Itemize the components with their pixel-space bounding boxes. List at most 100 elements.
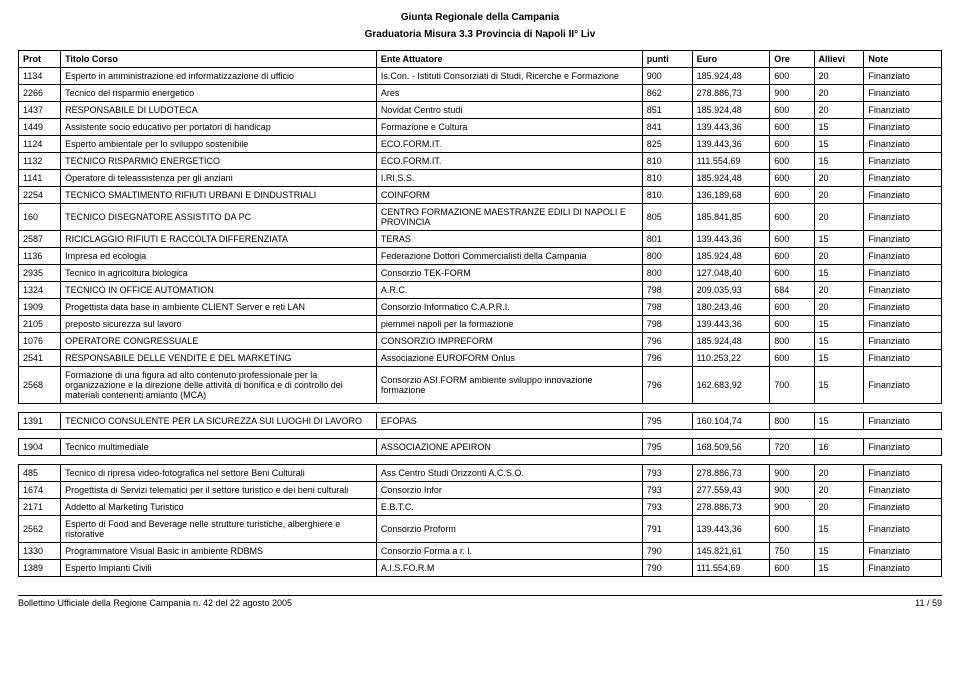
cell-euro: 136.189,68 bbox=[692, 187, 770, 204]
cell-euro: 139.443,36 bbox=[692, 231, 770, 248]
cell-ore: 600 bbox=[770, 119, 814, 136]
cell-note: Finanziato bbox=[864, 482, 942, 499]
cell-titolo: RESPONSABILE DELLE VENDITE E DEL MARKETI… bbox=[61, 350, 377, 367]
cell-prot: 2105 bbox=[19, 316, 61, 333]
cell-euro: 278.886,73 bbox=[692, 85, 770, 102]
table-group-3: 1904Tecnico multimedialeASSOCIAZIONE APE… bbox=[18, 438, 942, 456]
cell-allievi: 20 bbox=[814, 102, 864, 119]
cell-allievi: 15 bbox=[814, 350, 864, 367]
cell-note: Finanziato bbox=[864, 316, 942, 333]
cell-punti: 796 bbox=[642, 367, 692, 404]
cell-euro: 127.048,40 bbox=[692, 265, 770, 282]
cell-euro: 278.886,73 bbox=[692, 465, 770, 482]
cell-allievi: 15 bbox=[814, 543, 864, 560]
col-allievi: Allievi bbox=[814, 51, 864, 68]
cell-ente: CONSORZIO IMPREFORM bbox=[376, 333, 642, 350]
cell-ore: 600 bbox=[770, 170, 814, 187]
cell-ente: Formazione e Cultura bbox=[376, 119, 642, 136]
cell-allievi: 15 bbox=[814, 153, 864, 170]
cell-ente: Consorzio TEK-FORM bbox=[376, 265, 642, 282]
table-row: 1389Esperto Impianti CiviliA.I.S.FO.R.M7… bbox=[19, 560, 942, 577]
cell-ente: Is.Con. - Istituti Consorziati di Studi,… bbox=[376, 68, 642, 85]
table-row: 1391TECNICO CONSULENTE PER LA SICUREZZA … bbox=[19, 413, 942, 430]
cell-ore: 720 bbox=[770, 439, 814, 456]
cell-ente: piemmei napoli per la formazione bbox=[376, 316, 642, 333]
cell-note: Finanziato bbox=[864, 543, 942, 560]
table-header-row: Prot Titolo Corso Ente Attuatore punti E… bbox=[19, 51, 942, 68]
footer-left: Bollettino Ufficiale della Regione Campa… bbox=[18, 598, 292, 608]
cell-prot: 485 bbox=[19, 465, 61, 482]
cell-euro: 185.924,48 bbox=[692, 333, 770, 350]
cell-euro: 145.821,61 bbox=[692, 543, 770, 560]
cell-ente: A.R.C. bbox=[376, 282, 642, 299]
cell-note: Finanziato bbox=[864, 85, 942, 102]
cell-euro: 277.559,43 bbox=[692, 482, 770, 499]
cell-note: Finanziato bbox=[864, 136, 942, 153]
cell-note: Finanziato bbox=[864, 499, 942, 516]
cell-titolo: Programmatore Visual Basic in ambiente R… bbox=[61, 543, 377, 560]
table-row: 1904Tecnico multimedialeASSOCIAZIONE APE… bbox=[19, 439, 942, 456]
cell-titolo: TECNICO RISPARMIO ENERGETICO bbox=[61, 153, 377, 170]
cell-punti: 825 bbox=[642, 136, 692, 153]
cell-titolo: Formazione di una figura ad alto contenu… bbox=[61, 367, 377, 404]
cell-titolo: Esperto in amministrazione ed informatiz… bbox=[61, 68, 377, 85]
cell-prot: 1904 bbox=[19, 439, 61, 456]
cell-allievi: 15 bbox=[814, 333, 864, 350]
cell-ore: 750 bbox=[770, 543, 814, 560]
cell-euro: 168.509,56 bbox=[692, 439, 770, 456]
cell-allievi: 15 bbox=[814, 516, 864, 543]
cell-prot: 1449 bbox=[19, 119, 61, 136]
cell-ente: EFOPAS bbox=[376, 413, 642, 430]
cell-punti: 862 bbox=[642, 85, 692, 102]
cell-allievi: 16 bbox=[814, 439, 864, 456]
cell-euro: 139.443,36 bbox=[692, 119, 770, 136]
cell-ore: 600 bbox=[770, 316, 814, 333]
cell-ente: CENTRO FORMAZIONE MAESTRANZE EDILI DI NA… bbox=[376, 204, 642, 231]
cell-note: Finanziato bbox=[864, 333, 942, 350]
cell-prot: 1141 bbox=[19, 170, 61, 187]
cell-allievi: 20 bbox=[814, 68, 864, 85]
cell-allievi: 20 bbox=[814, 499, 864, 516]
cell-euro: 185.924,48 bbox=[692, 102, 770, 119]
cell-titolo: Tecnico in agricoltura biologica bbox=[61, 265, 377, 282]
cell-note: Finanziato bbox=[864, 153, 942, 170]
cell-ente: TERAS bbox=[376, 231, 642, 248]
col-punti: punti bbox=[642, 51, 692, 68]
cell-punti: 796 bbox=[642, 333, 692, 350]
cell-note: Finanziato bbox=[864, 465, 942, 482]
cell-ore: 600 bbox=[770, 560, 814, 577]
cell-titolo: Assistente socio educativo per portatori… bbox=[61, 119, 377, 136]
cell-ente: A.I.S.FO.R.M bbox=[376, 560, 642, 577]
cell-prot: 1136 bbox=[19, 248, 61, 265]
table-row: 1674Progettista di Servizi telematici pe… bbox=[19, 482, 942, 499]
cell-prot: 1134 bbox=[19, 68, 61, 85]
cell-note: Finanziato bbox=[864, 187, 942, 204]
cell-note: Finanziato bbox=[864, 516, 942, 543]
table-row: 2562Esperto di Food and Beverage nelle s… bbox=[19, 516, 942, 543]
main-table: Prot Titolo Corso Ente Attuatore punti E… bbox=[18, 50, 942, 404]
table-row: 1136Impresa ed ecologiaFederazione Dotto… bbox=[19, 248, 942, 265]
cell-punti: 793 bbox=[642, 499, 692, 516]
cell-euro: 139.443,36 bbox=[692, 136, 770, 153]
cell-ore: 684 bbox=[770, 282, 814, 299]
cell-ore: 600 bbox=[770, 153, 814, 170]
cell-titolo: Esperto ambientale per lo sviluppo soste… bbox=[61, 136, 377, 153]
cell-ore: 900 bbox=[770, 482, 814, 499]
cell-allievi: 15 bbox=[814, 413, 864, 430]
page-footer: Bollettino Ufficiale della Regione Campa… bbox=[18, 595, 942, 608]
cell-ore: 900 bbox=[770, 85, 814, 102]
cell-prot: 1909 bbox=[19, 299, 61, 316]
cell-ente: ECO.FORM.IT. bbox=[376, 153, 642, 170]
cell-prot: 2562 bbox=[19, 516, 61, 543]
cell-allievi: 20 bbox=[814, 282, 864, 299]
table-row: 2568Formazione di una figura ad alto con… bbox=[19, 367, 942, 404]
cell-note: Finanziato bbox=[864, 265, 942, 282]
cell-punti: 793 bbox=[642, 465, 692, 482]
cell-euro: 185.841,85 bbox=[692, 204, 770, 231]
table-row: 1134Esperto in amministrazione ed inform… bbox=[19, 68, 942, 85]
cell-euro: 139.443,36 bbox=[692, 516, 770, 543]
table-row: 2587RICICLAGGIO RIFIUTI E RACCOLTA DIFFE… bbox=[19, 231, 942, 248]
cell-titolo: Progettista di Servizi telematici per il… bbox=[61, 482, 377, 499]
cell-titolo: Tecnico del risparmio energetico bbox=[61, 85, 377, 102]
table-row: 1449Assistente socio educativo per porta… bbox=[19, 119, 942, 136]
